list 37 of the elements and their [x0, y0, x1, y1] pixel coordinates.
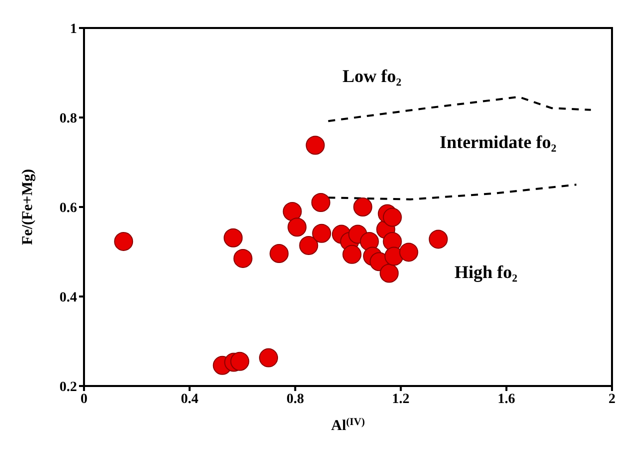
y-tick-label: 0.4: [60, 290, 77, 306]
annotation: Intermidate fo₂: [440, 132, 556, 152]
point: [353, 198, 372, 216]
point: [259, 348, 278, 368]
y-tick-label: 0.8: [60, 111, 77, 126]
point: [399, 242, 418, 262]
point: [233, 248, 252, 268]
annotation: High fo₂: [454, 262, 518, 282]
point: [230, 352, 250, 371]
point: [384, 246, 404, 266]
y-tick-label: 1: [70, 22, 77, 37]
x-tick-label: 2: [608, 392, 616, 407]
point: [114, 232, 134, 251]
point: [311, 193, 330, 212]
point: [380, 264, 399, 283]
point: [360, 232, 379, 251]
y-tick-label: 0.2: [60, 380, 77, 395]
point: [382, 208, 402, 227]
point: [299, 236, 318, 255]
y-axis-title: Fe/(Fe+Mg): [20, 168, 36, 246]
point: [270, 244, 289, 264]
x-axis-title: Al$^{(IV)}$: [331, 416, 366, 434]
point: [288, 218, 307, 237]
x-tick-label: 0.4: [180, 392, 198, 407]
x-tick-label: 1.2: [392, 392, 410, 407]
y-tick-label: 0.6: [60, 200, 77, 216]
point: [224, 228, 243, 248]
x-tick-label: 1.6: [498, 392, 516, 407]
point: [312, 224, 332, 243]
line-series: [327, 96, 592, 122]
point: [282, 202, 302, 221]
point: [306, 136, 325, 155]
x-tick-label: 0: [80, 392, 88, 407]
point: [342, 244, 362, 264]
point: [428, 230, 448, 249]
annotation: Low fo₂: [342, 66, 402, 86]
x-tick-label: 0.8: [286, 392, 304, 407]
